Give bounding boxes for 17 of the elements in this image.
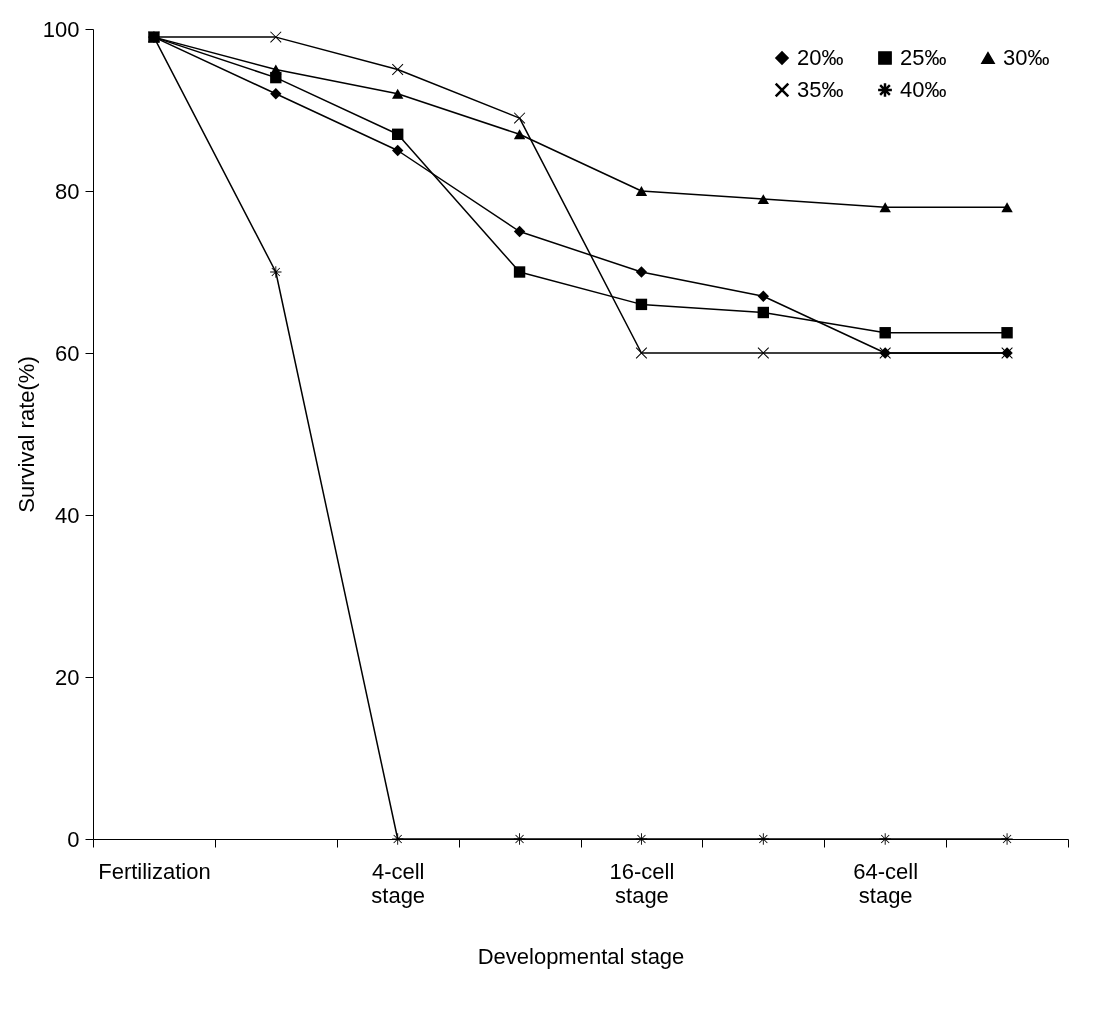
x-axis-title: Developmental stage (477, 943, 685, 969)
legend-label: 30‰ (1003, 45, 1050, 70)
y-tick-label: 20 (55, 664, 80, 690)
legend-label: 25‰ (900, 45, 947, 70)
x-tick-label: 64-cell stage (853, 858, 919, 908)
y-tick-label: 80 (55, 178, 80, 204)
legend-label: 35‰ (797, 77, 844, 102)
y-tick-label: 0 (67, 826, 80, 852)
legend-label: 40‰ (900, 77, 947, 102)
y-tick-label: 40 (55, 502, 80, 528)
y-tick-label: 100 (42, 16, 80, 42)
y-tick-label: 60 (55, 340, 80, 366)
x-tick-label: 4-cell stage (371, 858, 426, 908)
x-tick-label: Fertilization (98, 858, 211, 884)
x-tick-label: 16-cell stage (609, 858, 675, 908)
y-axis-title: Survival rate(%) (13, 356, 39, 513)
legend-label: 20‰ (797, 45, 844, 70)
